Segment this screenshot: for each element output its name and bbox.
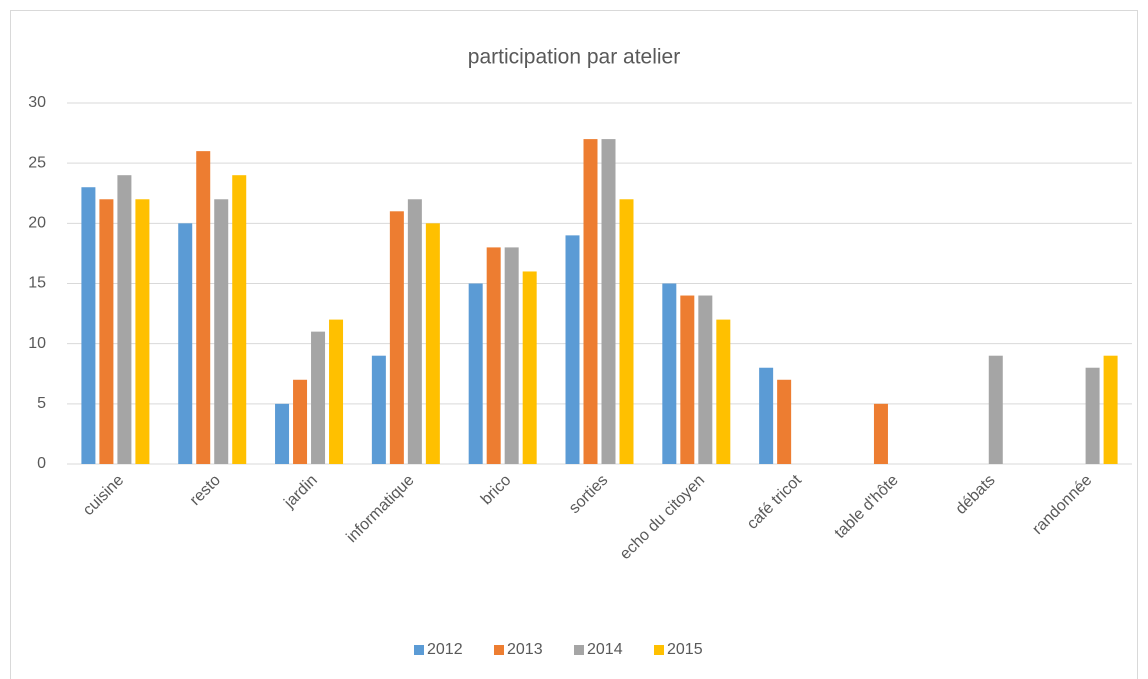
y-tick-label: 30 (28, 94, 46, 111)
bar (275, 403, 290, 464)
bar (407, 199, 422, 464)
legend-label: 2015 (667, 641, 703, 658)
bar (486, 247, 501, 464)
legend-swatch (654, 645, 664, 655)
bar (504, 247, 519, 464)
y-tick-label: 15 (28, 275, 46, 292)
bar (680, 295, 695, 464)
legend-swatch (414, 645, 424, 655)
bar (565, 235, 580, 464)
y-tick-label: 5 (37, 395, 46, 412)
bar (873, 403, 888, 464)
bar (214, 199, 229, 464)
bar (698, 295, 713, 464)
bar (293, 379, 308, 464)
bar (178, 223, 193, 464)
bar (81, 187, 96, 464)
bar (759, 367, 774, 464)
legend-label: 2013 (507, 641, 543, 658)
y-tick-label: 20 (28, 215, 46, 232)
legend-label: 2014 (587, 641, 623, 658)
bar (329, 319, 344, 464)
legend-label: 2012 (427, 641, 463, 658)
bar (1085, 367, 1100, 464)
bar (311, 331, 326, 464)
bar (232, 175, 247, 464)
bar (196, 151, 211, 464)
bar (468, 283, 483, 464)
bar (777, 379, 792, 464)
y-tick-label: 25 (28, 154, 46, 171)
y-tick-label: 0 (37, 455, 46, 472)
legend-swatch (494, 645, 504, 655)
bar (389, 211, 404, 464)
bar (619, 199, 634, 464)
bar (601, 139, 616, 464)
bar (1103, 355, 1118, 464)
bar (583, 139, 598, 464)
bar (522, 271, 537, 464)
bar (425, 223, 440, 464)
bar (99, 199, 114, 464)
bar (988, 355, 1003, 464)
y-tick-label: 10 (28, 335, 46, 352)
legend-swatch (574, 645, 584, 655)
bar (117, 175, 132, 464)
bar (662, 283, 677, 464)
chart-title: participation par atelier (468, 46, 680, 69)
bar (716, 319, 731, 464)
bar (371, 355, 386, 464)
bar (135, 199, 150, 464)
